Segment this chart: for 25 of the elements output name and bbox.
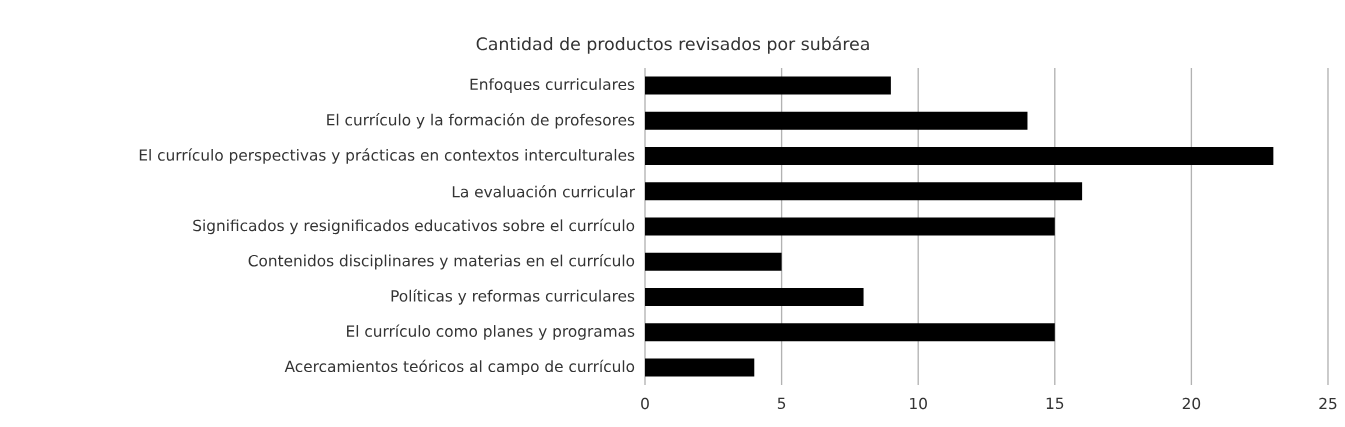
x-tick-label: 15 [1046, 397, 1064, 410]
y-tick-label: Enfoques curriculares [470, 78, 635, 94]
y-tick-label: El currículo y la formación de profesores [327, 113, 635, 129]
y-tick-label: Contenidos disciplinares y materias en el currículo [248, 254, 635, 270]
y-tick-label: El currículo perspectivas y prácticas en contextos interculturales [139, 148, 635, 164]
bar [645, 111, 1028, 130]
x-tick-label: 5 [777, 397, 786, 410]
bar [645, 147, 1274, 166]
y-tick-label: Políticas y reformas curriculares [391, 289, 635, 305]
bar [645, 182, 1083, 201]
bar [645, 287, 864, 306]
bar [645, 217, 1055, 236]
bar [645, 323, 1055, 342]
y-tick-label: La evaluación curricular [452, 185, 635, 198]
x-tick-label: 20 [1182, 397, 1201, 410]
x-tick-label: 0 [641, 397, 649, 410]
bar [645, 76, 891, 95]
y-tick-label: El currículo como planes y programas [347, 324, 635, 340]
y-tick-label: Significados y resignificados educativos sobre el currículo [193, 218, 635, 235]
bar [645, 252, 782, 271]
y-tick-label: Acercamientos teóricos al campo de currículo [284, 359, 635, 376]
bar [645, 358, 755, 377]
x-tick-label: 25 [1319, 397, 1337, 410]
chart-title: Cantidad de productos revisados por subárea [476, 36, 869, 54]
x-tick-label: 10 [910, 397, 927, 410]
